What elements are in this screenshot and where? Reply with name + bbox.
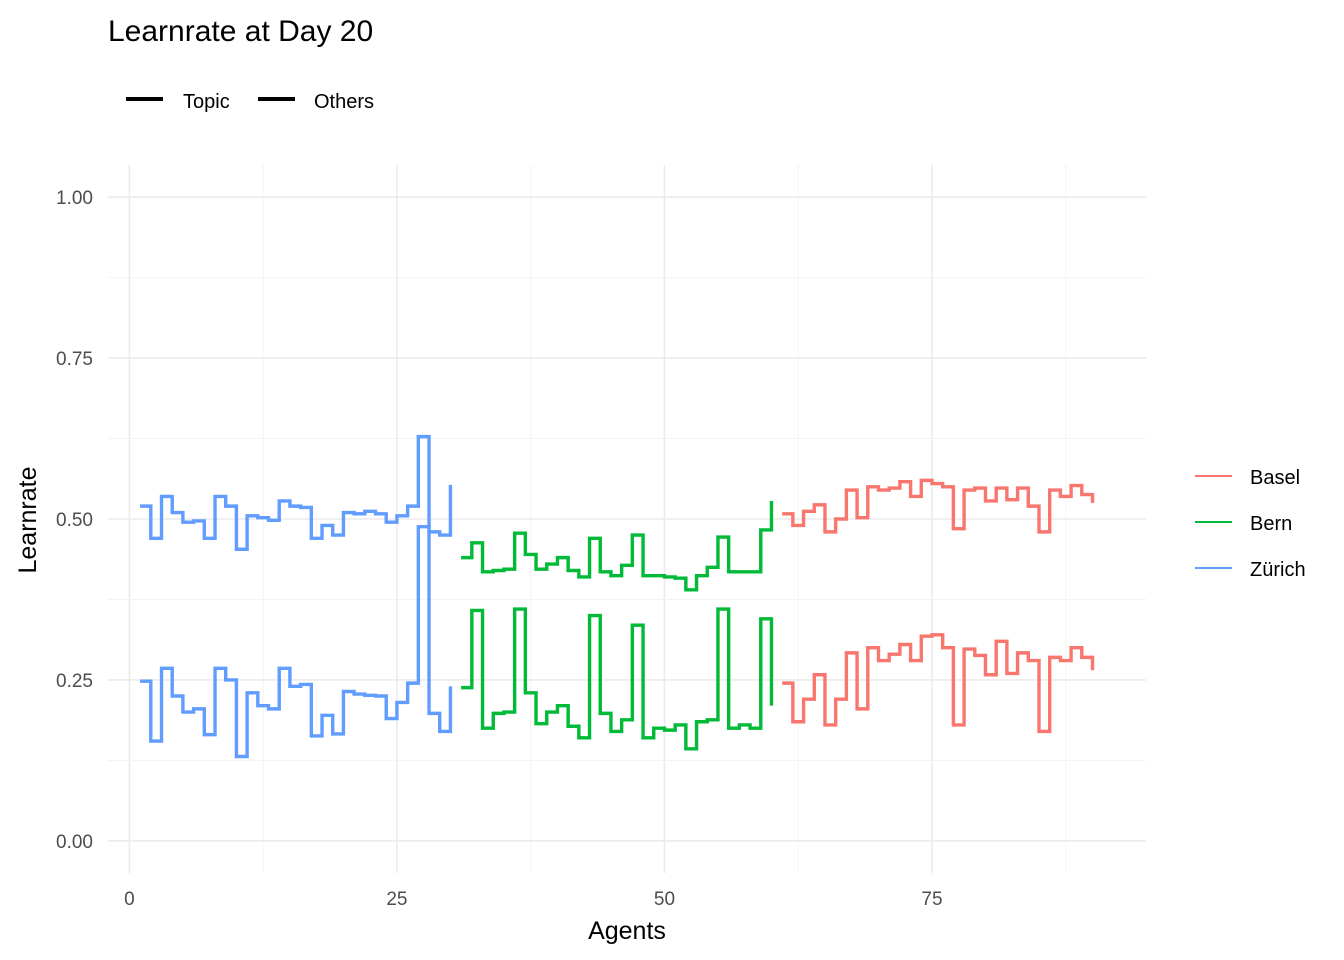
- x-tick-label: 50: [654, 889, 675, 910]
- color-legend-label: Bern: [1250, 513, 1292, 535]
- series-lines: [140, 434, 1095, 759]
- color-legend-label: Zürich: [1250, 559, 1306, 581]
- chart-title: Learnrate at Day 20: [108, 15, 373, 48]
- linetype-legend-label: Others: [314, 91, 374, 113]
- series-line-basel-topic: [782, 478, 1095, 534]
- linetype-legend-label: Topic: [183, 91, 230, 113]
- series-line-zurich-others: [140, 525, 453, 759]
- x-tick-label: 0: [124, 889, 135, 910]
- color-legend-label: Basel: [1250, 467, 1300, 489]
- series-line-bern-topic: [461, 500, 774, 592]
- grid-lines: [108, 165, 1146, 873]
- series-line-basel-others: [782, 633, 1095, 734]
- y-tick-label: 0.00: [56, 832, 93, 853]
- y-tick-label: 0.25: [56, 671, 93, 692]
- series-line-zurich-topic: [140, 434, 453, 551]
- y-axis-title: Learnrate: [14, 466, 42, 573]
- y-tick-label: 0.50: [56, 510, 93, 531]
- y-tick-label: 0.75: [56, 349, 93, 370]
- x-tick-label: 25: [386, 889, 407, 910]
- color-legend: Basel Bern Zürich: [1195, 467, 1306, 581]
- x-tick-label: 75: [921, 889, 942, 910]
- y-tick-label: 1.00: [56, 188, 93, 209]
- linetype-legend: Topic Others: [126, 91, 374, 113]
- x-axis-title: Agents: [588, 917, 666, 945]
- axis-ticks: 0 25 50 75 0.00 0.25 0.50 0.75 1.00: [56, 188, 943, 910]
- series-line-bern-others: [461, 607, 774, 751]
